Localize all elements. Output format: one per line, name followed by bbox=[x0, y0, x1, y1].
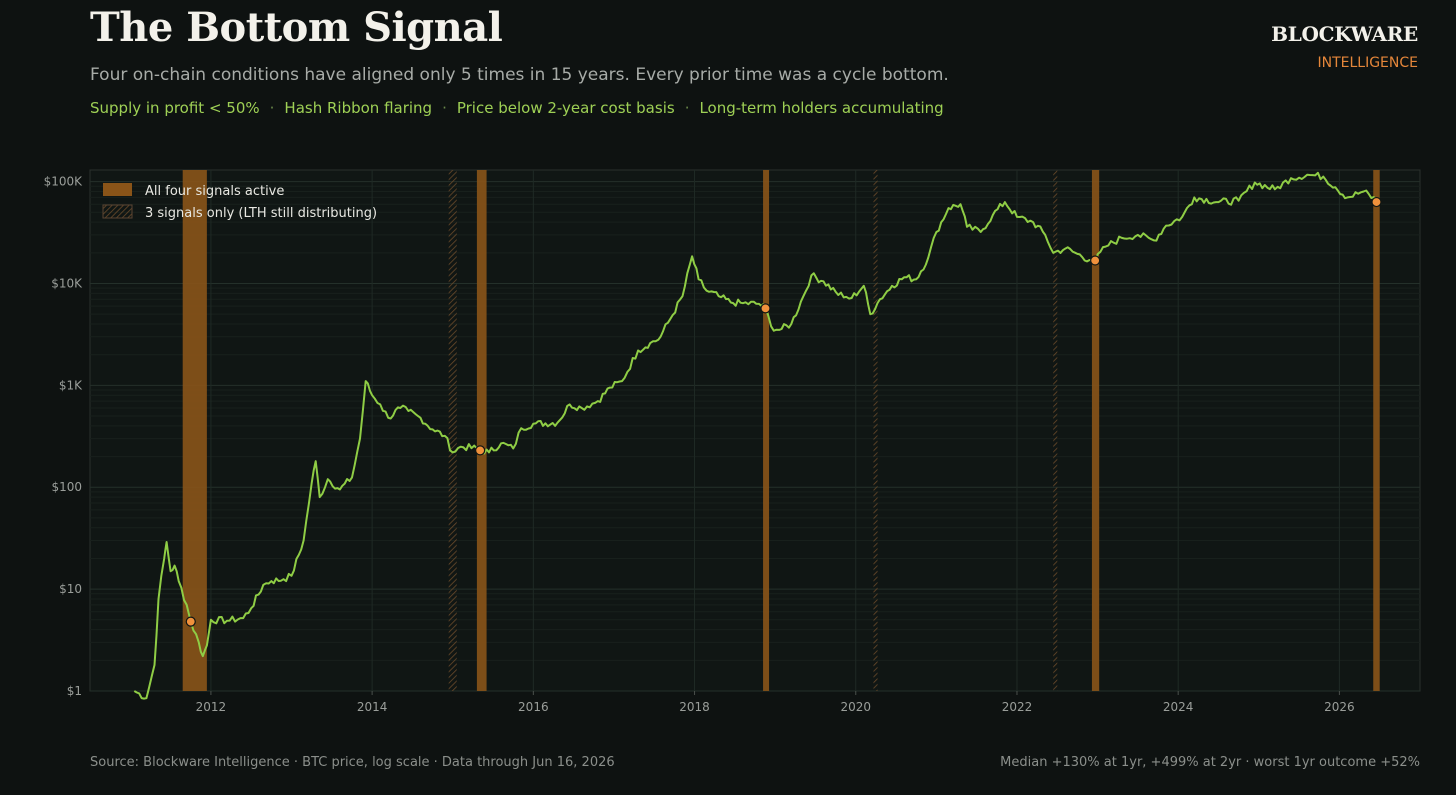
y-axis: $1 $10 $100 $1K $10K $100K bbox=[44, 175, 84, 698]
bottom-marker bbox=[760, 303, 771, 314]
legend-swatch-solid bbox=[103, 183, 132, 196]
chart-subtitle: Four on-chain conditions have aligned on… bbox=[90, 65, 949, 85]
y-tick-label: $10 bbox=[59, 582, 82, 596]
footer-source: Source: Blockware Intelligence · BTC pri… bbox=[90, 755, 615, 770]
y-tick-label: $1 bbox=[67, 684, 82, 698]
condition-cost-basis: Price below 2-year cost basis bbox=[456, 99, 675, 117]
bottom-marker bbox=[185, 616, 196, 627]
brand-logo: BLOCKWARE bbox=[1271, 22, 1418, 46]
x-tick-label: 2024 bbox=[1163, 700, 1194, 714]
legend-label-hatched: 3 signals only (LTH still distributing) bbox=[145, 206, 377, 221]
four-signal-band bbox=[182, 170, 207, 691]
bottom-marker bbox=[475, 445, 486, 456]
bottom-markers bbox=[185, 196, 1382, 627]
four-signal-band bbox=[763, 170, 770, 691]
condition-supply: Supply in profit < 50% bbox=[90, 99, 260, 117]
y-tick-label: $10K bbox=[51, 276, 83, 290]
four-signal-band bbox=[1091, 170, 1100, 691]
legend: All four signals active 3 signals only (… bbox=[102, 183, 377, 221]
btc-price-line bbox=[133, 171, 1378, 700]
x-tick-label: 2018 bbox=[679, 700, 710, 714]
signal-bands bbox=[182, 170, 1380, 691]
legend-label-solid: All four signals active bbox=[145, 184, 284, 199]
separator: · bbox=[442, 99, 447, 117]
x-tick-label: 2014 bbox=[357, 700, 388, 714]
three-signal-band bbox=[1053, 170, 1058, 691]
y-tick-label: $100 bbox=[51, 480, 82, 494]
footer-stats: Median +130% at 1yr, +499% at 2yr · wors… bbox=[1000, 755, 1420, 770]
four-signal-band bbox=[476, 170, 487, 691]
separator: · bbox=[269, 99, 275, 117]
condition-hash-ribbon: Hash Ribbon flaring bbox=[284, 99, 433, 117]
brand-subtitle: INTELLIGENCE bbox=[1317, 55, 1418, 71]
y-tick-label: $100K bbox=[44, 175, 84, 189]
three-signal-band bbox=[448, 170, 457, 691]
grid-lines bbox=[90, 170, 1420, 692]
x-tick-label: 2016 bbox=[518, 700, 549, 714]
price-series bbox=[133, 171, 1378, 700]
plot-area bbox=[89, 169, 1421, 692]
three-signal-band bbox=[873, 170, 878, 691]
x-tick-label: 2012 bbox=[196, 700, 227, 714]
x-tick-label: 2020 bbox=[840, 700, 871, 714]
y-tick-label: $1K bbox=[59, 378, 83, 392]
condition-lth: Long-term holders accumulating bbox=[699, 99, 944, 117]
bottom-marker bbox=[1090, 255, 1101, 266]
x-axis: 2012 2014 2016 2018 2020 2022 2024 2026 bbox=[196, 691, 1355, 714]
x-tick-label: 2022 bbox=[1002, 700, 1033, 714]
chart-title: The Bottom Signal bbox=[90, 4, 503, 51]
x-tick-label: 2026 bbox=[1324, 700, 1355, 714]
signal-conditions: Supply in profit < 50% · Hash Ribbon flari… bbox=[90, 99, 944, 117]
bottom-marker bbox=[1371, 196, 1382, 208]
legend-swatch-hatched bbox=[102, 204, 133, 219]
separator: · bbox=[684, 99, 690, 117]
four-signal-band bbox=[1373, 170, 1380, 691]
